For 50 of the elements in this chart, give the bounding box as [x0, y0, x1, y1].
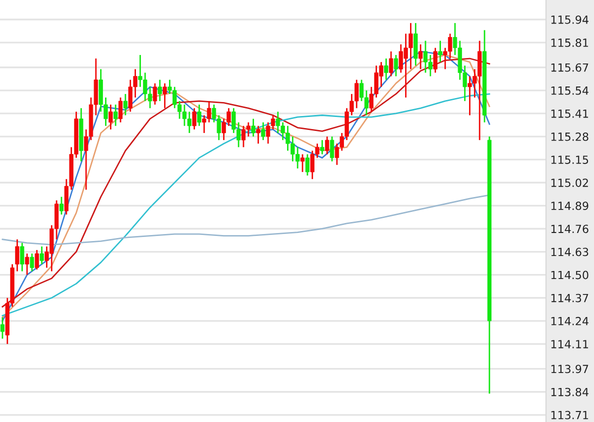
- y-tick-label: 114.89: [551, 202, 588, 210]
- candlestick: [394, 54, 398, 77]
- y-tick-label: 114.76: [551, 224, 588, 234]
- candlestick: [0, 316, 5, 340]
- y-tick-label: 114.11: [551, 340, 588, 348]
- candlestick: [418, 44, 423, 70]
- candlestick: [123, 93, 128, 116]
- candlestick: [24, 252, 30, 276]
- candlestick: [300, 154, 305, 173]
- candlestick: [305, 154, 310, 176]
- candlestick: [388, 50, 394, 77]
- candlestick: [30, 252, 34, 272]
- candlestick: [162, 82, 167, 109]
- y-tick-label: 115.28: [551, 132, 588, 141]
- candlestick: [251, 118, 256, 138]
- candlestick: [158, 79, 162, 102]
- candlestick: [118, 96, 123, 124]
- candlestick: [108, 104, 113, 130]
- candlestick: [15, 238, 20, 272]
- candlestick: [320, 139, 324, 155]
- y-tick-label: 113.97: [551, 364, 588, 374]
- y-tick-label: 115.15: [551, 156, 588, 164]
- y-tick-label: 114.50: [551, 270, 588, 280]
- candlestick: [40, 246, 44, 265]
- candlestick: [20, 242, 24, 272]
- candlestick: [59, 196, 64, 216]
- candlestick: [192, 107, 196, 130]
- candlestick: [114, 104, 118, 127]
- y-tick-label: 113.84: [551, 388, 588, 396]
- y-tick-label: 114.63: [551, 248, 588, 256]
- candlestick: [152, 82, 158, 106]
- candlestick: [197, 104, 202, 127]
- y-tick-label: 114.37: [551, 294, 588, 302]
- y-tick-label: 115.67: [551, 63, 588, 72]
- y-tick-label: 115.02: [551, 178, 588, 188]
- y-tick-label: 115.81: [551, 38, 588, 47]
- y-tick-label: 113.71: [551, 410, 588, 420]
- candlestick: [330, 136, 334, 162]
- candlestick: [261, 122, 266, 141]
- y-tick-label: 114.24: [551, 316, 588, 326]
- y-tick-label: 115.41: [551, 110, 588, 118]
- candlestick: [325, 136, 330, 155]
- candlestick: [438, 40, 442, 63]
- candlestick: [34, 249, 39, 270]
- y-tick-label: 115.94: [551, 15, 588, 24]
- candlestick: [256, 125, 260, 144]
- candlestick: [433, 47, 438, 74]
- candlestick: [384, 58, 388, 80]
- y-tick-label: 115.54: [551, 86, 588, 95]
- line-series: [2, 93, 490, 316]
